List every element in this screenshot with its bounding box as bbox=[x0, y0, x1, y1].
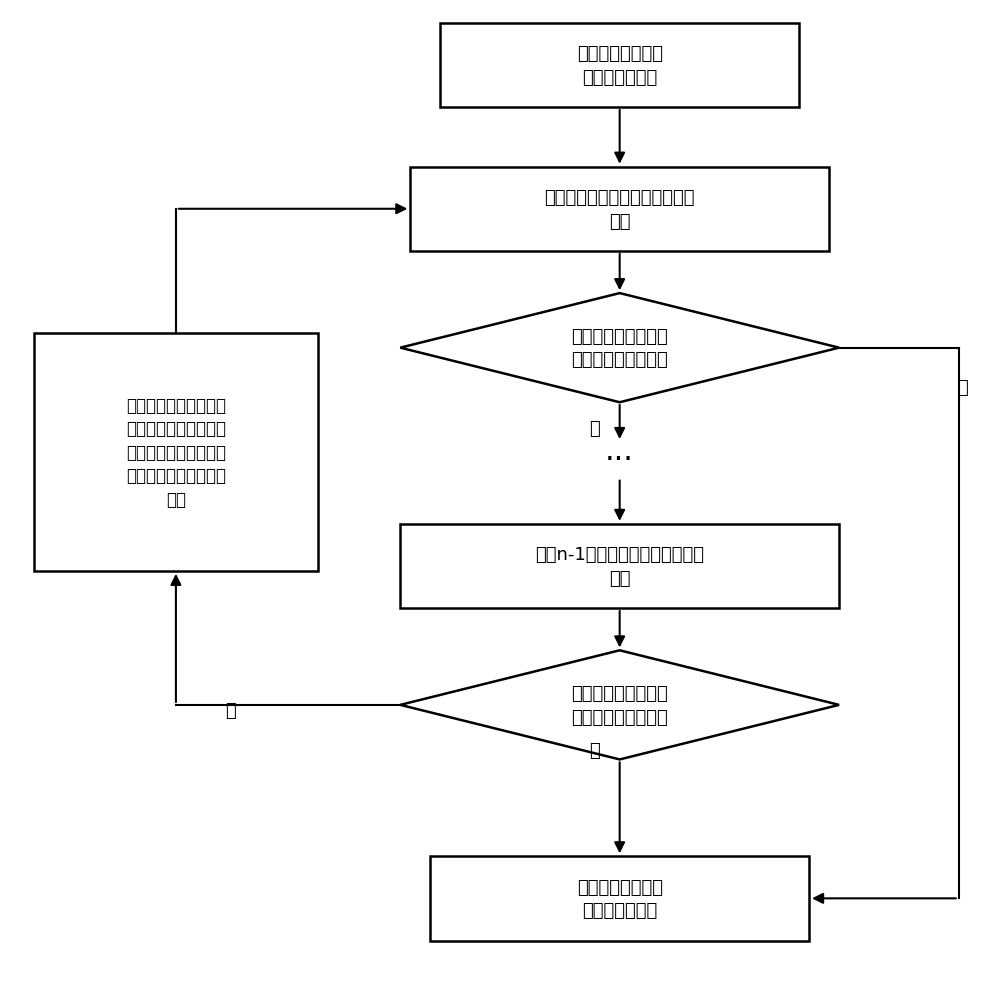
Text: 否: 否 bbox=[589, 741, 600, 758]
Text: 接受并解析报文，
得到报文的属性: 接受并解析报文， 得到报文的属性 bbox=[577, 45, 663, 86]
Bar bbox=[410, 167, 829, 251]
Text: 在第n-1级流表中匹配，得到查找
结果: 在第n-1级流表中匹配，得到查找 结果 bbox=[535, 546, 704, 587]
Text: 否: 否 bbox=[957, 379, 967, 397]
Polygon shape bbox=[400, 294, 839, 403]
Bar bbox=[430, 856, 809, 940]
Text: 是: 是 bbox=[589, 419, 600, 437]
Text: 将报文通过芯片环回通
道送入芯片内部预留入
端口，报文则在完成环
回后进行下一级流表的
查找: 将报文通过芯片环回通 道送入芯片内部预留入 端口，报文则在完成环 回后进行下一级… bbox=[126, 397, 226, 509]
Bar bbox=[400, 524, 839, 608]
Text: ···: ··· bbox=[605, 446, 634, 475]
Bar bbox=[34, 333, 318, 572]
Text: 是: 是 bbox=[225, 701, 236, 719]
Text: 判断所述流行为是否
为做下一级流表匹配: 判断所述流行为是否 为做下一级流表匹配 bbox=[571, 328, 668, 369]
Text: 在第一级流表中匹配，得到查找
结果: 在第一级流表中匹配，得到查找 结果 bbox=[544, 189, 695, 231]
Text: 判断所述流行为是否
为做下一级流表匹配: 判断所述流行为是否 为做下一级流表匹配 bbox=[571, 685, 668, 726]
Text: 根据相应的流行为
对报文进行处理: 根据相应的流行为 对报文进行处理 bbox=[577, 878, 663, 919]
Polygon shape bbox=[400, 651, 839, 759]
Bar bbox=[440, 24, 799, 108]
